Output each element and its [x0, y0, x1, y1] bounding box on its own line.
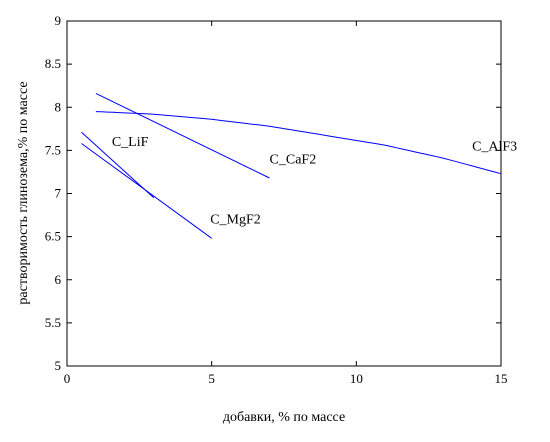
annotation-c-alf3: C_AlF3: [472, 139, 517, 154]
x-tick-label: 15: [495, 371, 508, 386]
y-tick-label: 8: [55, 99, 62, 114]
y-tick-label: 9: [55, 13, 62, 28]
y-tick-label: 7.5: [45, 142, 61, 157]
series-lines: [81, 92, 502, 239]
line-annotations: C_LiF C_CaF2 C_AlF3 C_MgF2: [112, 135, 517, 228]
plot-area: [66, 20, 502, 367]
y-tick-label: 5: [55, 358, 62, 373]
annotation-c-caf2: C_CaF2: [270, 152, 317, 167]
series-line-c-alf3: [95, 111, 502, 175]
y-tick-label: 8.5: [45, 56, 61, 71]
x-axis-title: добавки, % по массе: [223, 410, 345, 425]
x-tick-label: 10: [350, 371, 363, 386]
y-tick-label: 6.5: [45, 229, 61, 244]
series-line-c-mgf2: [81, 143, 212, 239]
y-tick-label: 7: [55, 186, 62, 201]
annotation-c-lif: C_LiF: [112, 135, 149, 150]
y-tick-label: 5.5: [45, 315, 61, 330]
x-tick-labels: 0 5 10 15: [64, 371, 508, 386]
annotation-c-mgf2: C_MgF2: [210, 213, 261, 228]
series-line-c-caf2: [95, 92, 270, 179]
axis-ticks: [66, 20, 502, 367]
y-tick-labels: 5 5.5 6 6.5 7 7.5 8 8.5 9: [45, 13, 62, 373]
y-tick-label: 6: [55, 272, 62, 287]
x-tick-label: 5: [208, 371, 215, 386]
x-tick-label: 0: [64, 371, 71, 386]
y-axis-title: растворимость глинозема,% по массе: [16, 81, 31, 304]
